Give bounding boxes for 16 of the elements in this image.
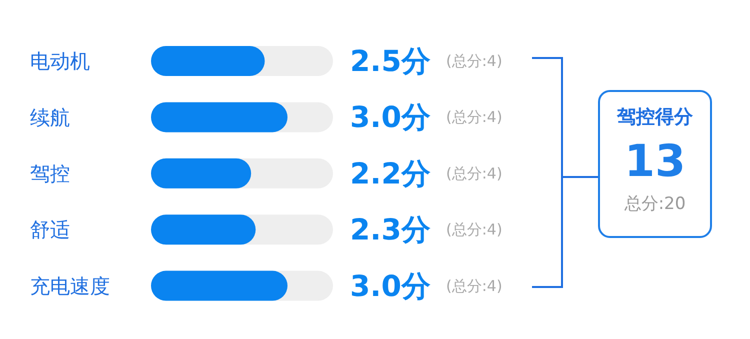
y-tick-label: 充电速度 bbox=[30, 274, 110, 298]
data-label: 2.2分 bbox=[350, 156, 432, 190]
text: (总分:4) bbox=[446, 108, 502, 126]
text: (总分:4) bbox=[446, 52, 502, 70]
text: (总分:4) bbox=[446, 220, 502, 239]
y-tick-label: 舒适 bbox=[30, 218, 70, 242]
y-tick-label: 电动机 bbox=[30, 49, 90, 74]
y-tick-label: 驾控 bbox=[30, 162, 70, 186]
text: (总分:4) bbox=[446, 164, 502, 182]
data-label: 3.0分 bbox=[350, 100, 432, 134]
y-tick-label: 续航 bbox=[30, 105, 70, 130]
data-label: 2.5分 bbox=[350, 44, 432, 78]
score-box: 驾控得分 13 总分:20 bbox=[598, 90, 712, 238]
data-label: 3.0分 bbox=[350, 268, 432, 303]
text: (总分:4) bbox=[446, 276, 502, 295]
data-label: 2.3分 bbox=[350, 212, 432, 247]
